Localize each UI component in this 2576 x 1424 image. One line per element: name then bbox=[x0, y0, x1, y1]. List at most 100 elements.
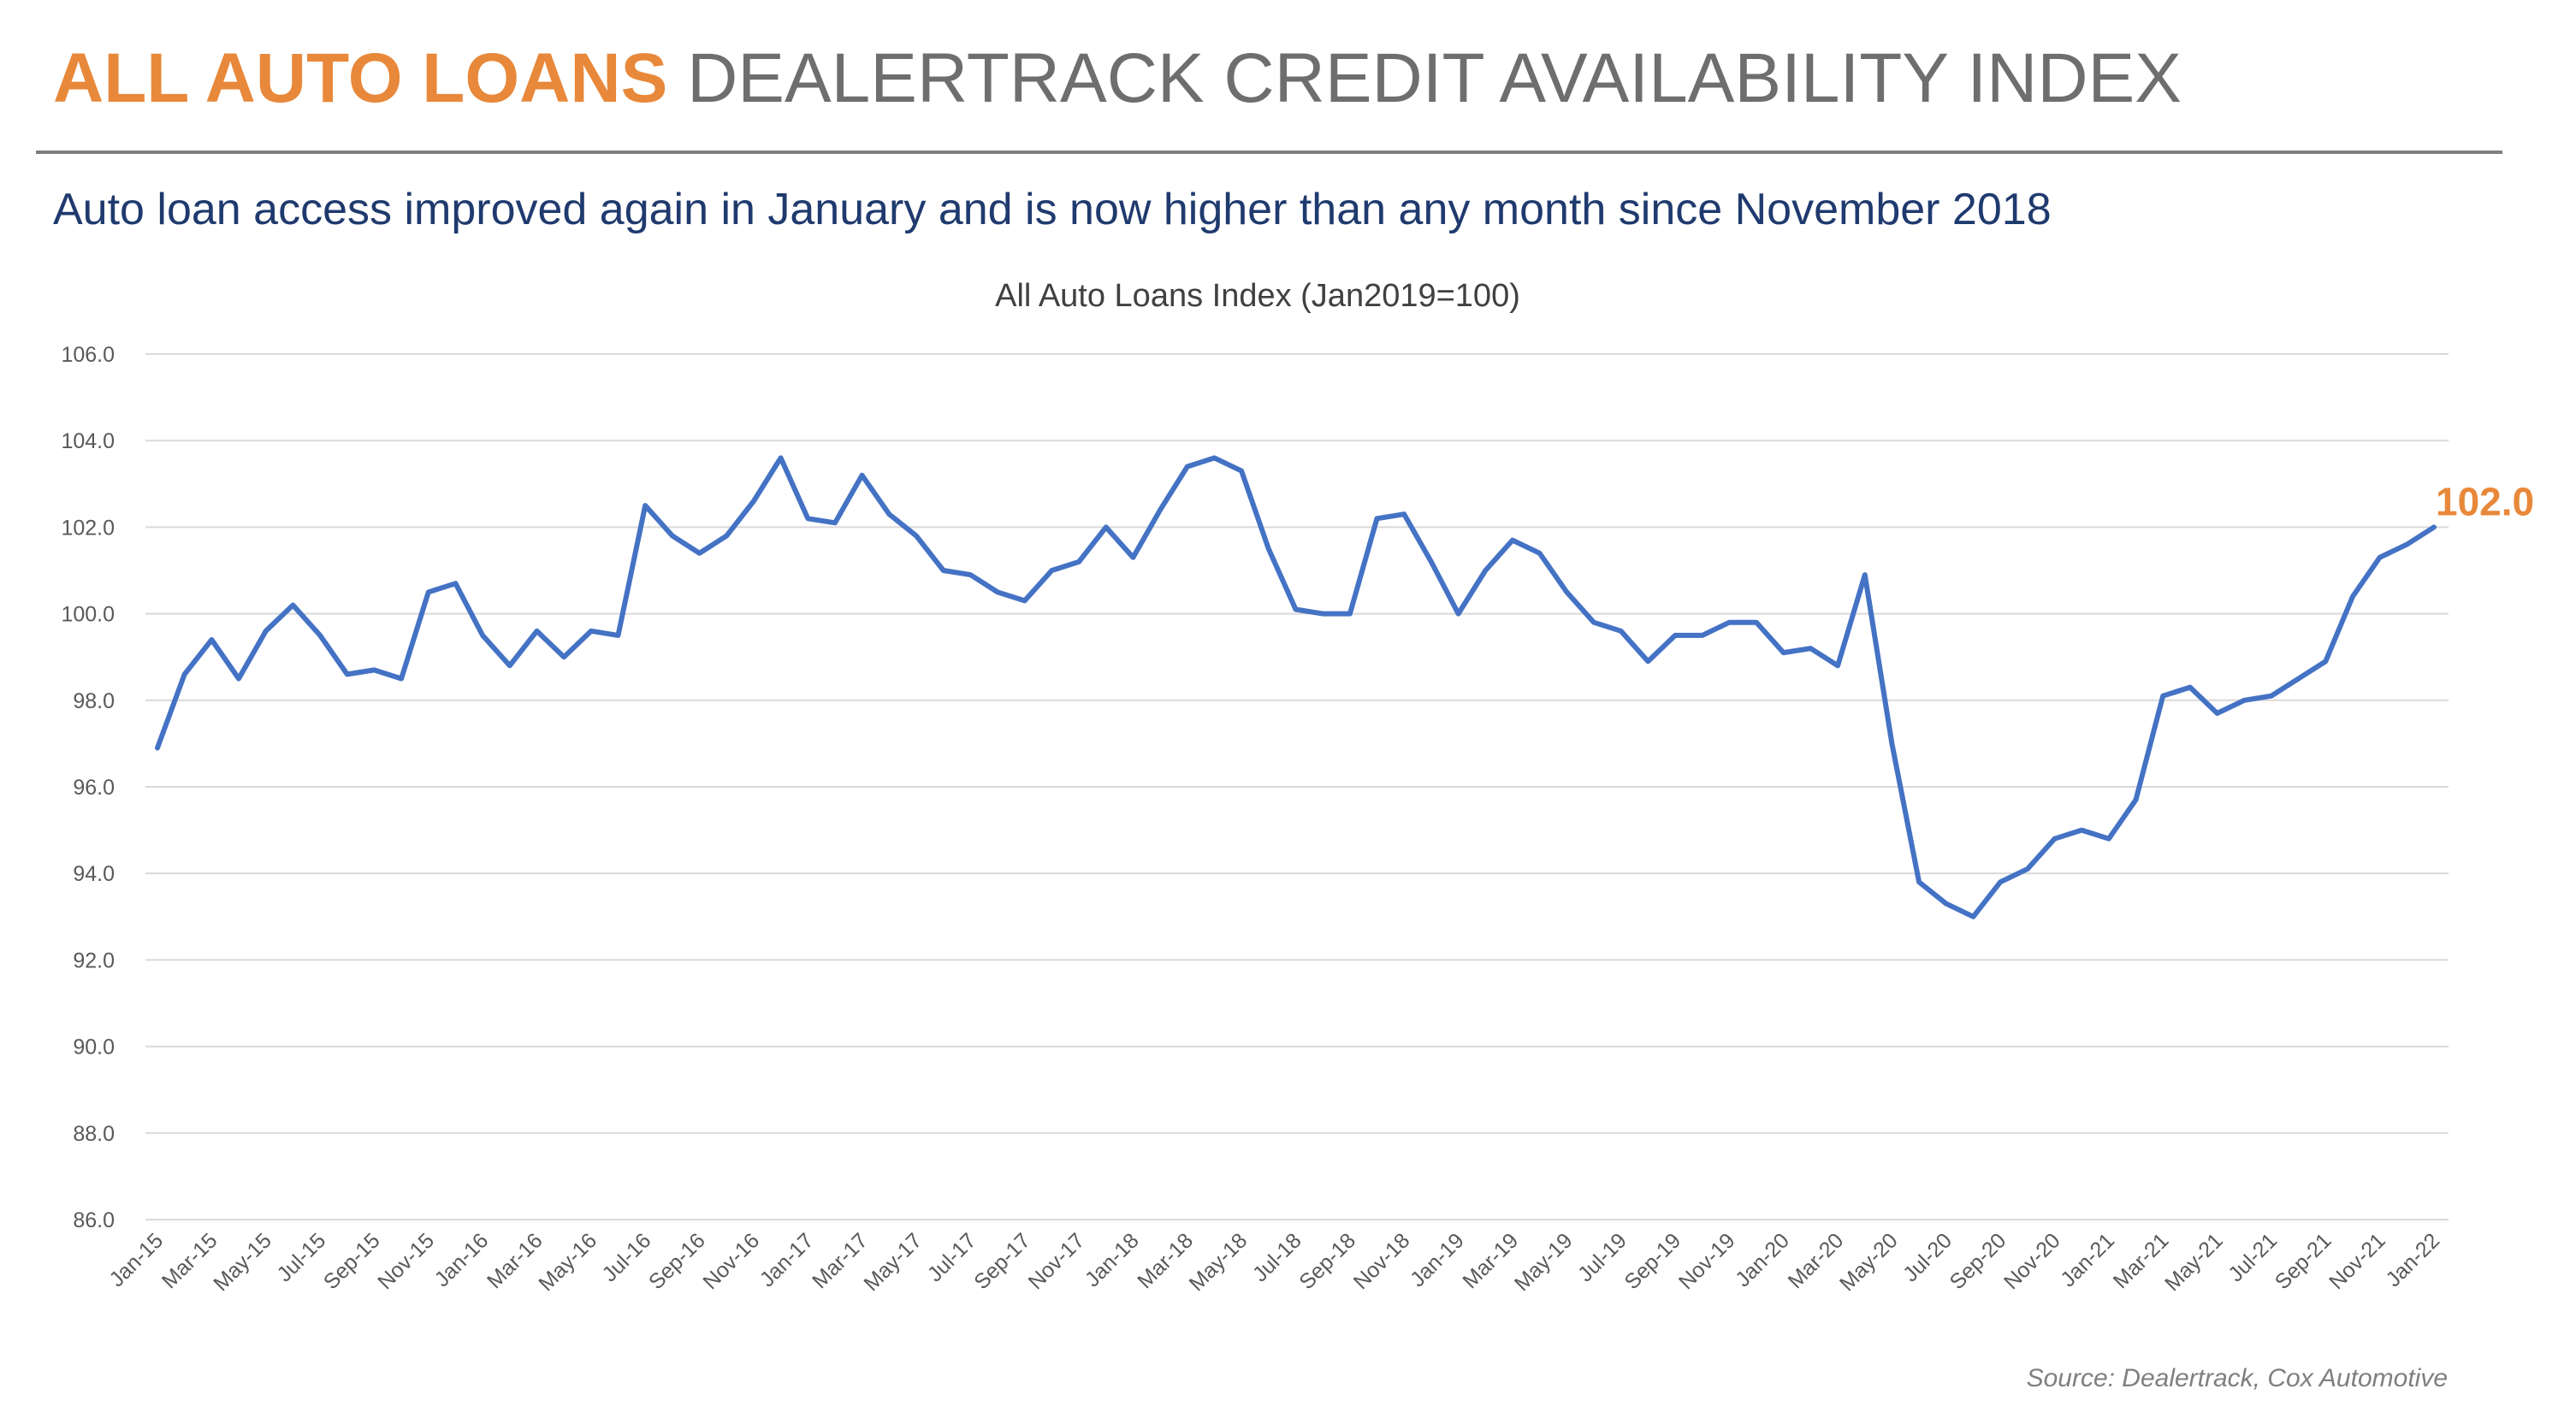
data-point bbox=[1211, 455, 1217, 460]
x-tick-label: Jan-21 bbox=[2056, 1228, 2119, 1291]
data-point bbox=[1022, 598, 1027, 603]
data-point bbox=[1130, 555, 1135, 560]
y-tick-label: 96.0 bbox=[73, 776, 115, 800]
data-point bbox=[2025, 866, 2030, 872]
x-tick-label: Sep-18 bbox=[1294, 1228, 1360, 1294]
x-tick-label: Mar-16 bbox=[483, 1228, 548, 1293]
data-point bbox=[1862, 572, 1868, 577]
data-point bbox=[290, 602, 295, 607]
y-tick-label: 92.0 bbox=[73, 948, 115, 972]
data-point bbox=[2269, 694, 2274, 699]
series-layer bbox=[155, 455, 2437, 919]
data-point bbox=[697, 551, 702, 556]
data-point bbox=[2350, 594, 2355, 599]
x-tick-label: May-18 bbox=[1185, 1228, 1252, 1296]
data-point bbox=[535, 629, 540, 634]
data-point bbox=[860, 473, 865, 478]
data-point bbox=[2160, 694, 2165, 699]
data-point bbox=[2404, 542, 2409, 547]
x-tick-label: Jan-20 bbox=[1731, 1228, 1794, 1291]
y-tick-label: 100.0 bbox=[61, 603, 115, 627]
data-point bbox=[1754, 620, 1759, 625]
x-tick-label: May-20 bbox=[1835, 1228, 1903, 1296]
data-point bbox=[236, 677, 241, 682]
slide-subtitle: Auto loan access improved again in Janua… bbox=[53, 185, 2052, 234]
x-tick-label: Jan-19 bbox=[1406, 1228, 1469, 1291]
data-point bbox=[2241, 698, 2247, 703]
x-tick-label: Jan-18 bbox=[1081, 1228, 1144, 1291]
data-point bbox=[1375, 516, 1380, 521]
data-point bbox=[1049, 568, 1054, 573]
gridlines bbox=[145, 353, 2449, 1220]
data-point bbox=[1726, 620, 1732, 625]
data-point bbox=[779, 455, 784, 460]
data-point bbox=[1510, 538, 1515, 543]
data-point bbox=[317, 633, 323, 638]
data-point bbox=[399, 677, 404, 682]
source-note: Source: Dealertrack, Cox Automotive bbox=[2026, 1364, 2448, 1392]
chart-area: All Auto Loans Index (Jan2019=100) 86.0 8… bbox=[0, 248, 2576, 1343]
y-tick-label: 102.0 bbox=[61, 516, 115, 540]
data-point bbox=[1781, 650, 1786, 655]
x-tick-label: Mar-17 bbox=[808, 1228, 873, 1293]
series-line bbox=[155, 455, 2437, 919]
data-label-layer: 102.0 bbox=[2436, 479, 2534, 523]
data-point bbox=[2079, 828, 2084, 833]
data-point bbox=[2052, 836, 2058, 842]
data-point bbox=[1645, 659, 1650, 664]
x-tick-label: Sep-19 bbox=[1620, 1228, 1685, 1294]
data-point bbox=[1889, 741, 1894, 746]
data-point bbox=[561, 654, 566, 659]
x-tick-label: Sep-21 bbox=[2271, 1228, 2336, 1294]
x-tick-label: Sep-15 bbox=[319, 1228, 385, 1294]
data-point bbox=[1320, 612, 1325, 617]
y-tick-label: 98.0 bbox=[73, 689, 115, 713]
data-point bbox=[1185, 464, 1190, 470]
data-point bbox=[209, 637, 214, 642]
x-tick-label: Jan-16 bbox=[430, 1228, 494, 1291]
x-tick-label: May-19 bbox=[1510, 1228, 1578, 1296]
data-point bbox=[2431, 524, 2437, 529]
data-point bbox=[480, 633, 485, 638]
x-tick-label: Nov-17 bbox=[1024, 1228, 1090, 1294]
x-tick-label: May-21 bbox=[2160, 1228, 2228, 1296]
chart-title: All Auto Loans Index (Jan2019=100) bbox=[995, 278, 1520, 314]
y-axis-tick-labels: 86.0 88.0 90.0 92.0 94.0 96.0 98.0 100.0 102.0 10… bbox=[61, 343, 115, 1232]
data-point bbox=[1970, 914, 1975, 919]
slide-title: ALL AUTO LOANS DEALERTRACK CREDIT AVAILA… bbox=[53, 36, 2182, 121]
slide-title-rest: DEALERTRACK CREDIT AVAILABILITY INDEX bbox=[687, 39, 2182, 117]
data-point bbox=[453, 581, 458, 586]
data-point bbox=[1456, 612, 1461, 617]
data-point bbox=[182, 671, 187, 677]
data-point bbox=[968, 572, 973, 577]
data-point bbox=[2378, 555, 2383, 560]
x-tick-label: Mar-18 bbox=[1133, 1228, 1198, 1293]
y-tick-label: 104.0 bbox=[61, 429, 115, 453]
x-tick-label: Sep-16 bbox=[644, 1228, 710, 1294]
data-point bbox=[1673, 633, 1678, 638]
data-point bbox=[2134, 797, 2139, 802]
data-point bbox=[2296, 677, 2301, 682]
x-tick-label: Sep-17 bbox=[969, 1228, 1035, 1294]
data-point bbox=[426, 589, 431, 594]
data-point bbox=[1537, 551, 1543, 556]
x-tick-label: Nov-15 bbox=[373, 1228, 439, 1294]
data-point bbox=[1998, 879, 2003, 884]
data-point bbox=[1076, 559, 1081, 564]
y-tick-label: 94.0 bbox=[73, 862, 115, 886]
data-point bbox=[507, 663, 512, 668]
data-point bbox=[1294, 607, 1299, 612]
data-point bbox=[1429, 559, 1434, 564]
x-tick-label: May-17 bbox=[859, 1228, 927, 1296]
data-point bbox=[2323, 659, 2328, 664]
data-point bbox=[264, 629, 269, 634]
data-point bbox=[1401, 511, 1406, 517]
x-tick-label: Mar-15 bbox=[157, 1228, 222, 1293]
y-tick-label: 88.0 bbox=[73, 1122, 115, 1146]
data-point bbox=[941, 568, 946, 573]
data-point bbox=[589, 629, 594, 634]
data-point bbox=[155, 745, 160, 750]
data-point bbox=[1347, 612, 1353, 617]
x-tick-label: Nov-20 bbox=[1999, 1228, 2065, 1294]
data-point bbox=[1239, 469, 1244, 474]
